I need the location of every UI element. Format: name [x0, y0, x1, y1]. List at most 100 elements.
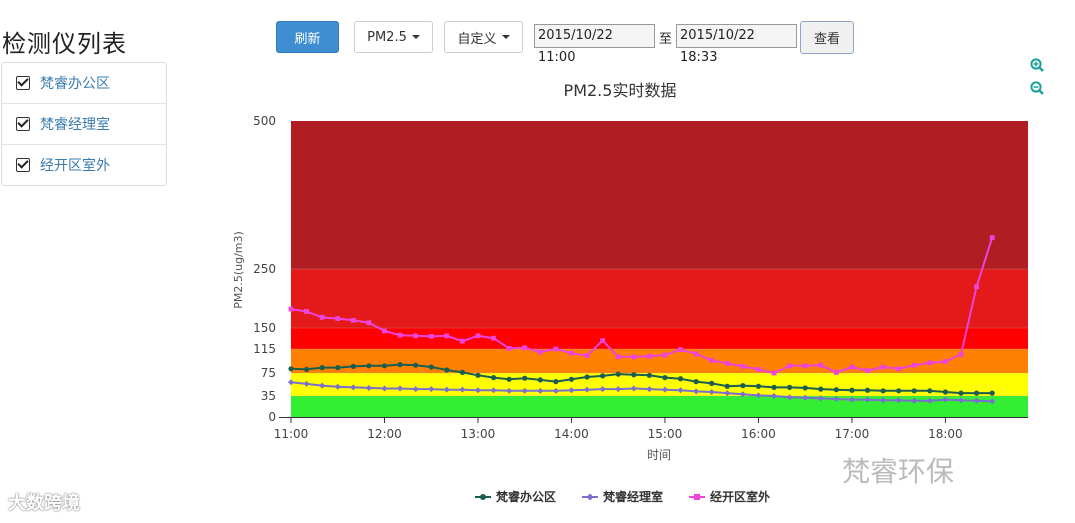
data-point[interactable] — [459, 386, 466, 393]
data-point[interactable] — [787, 363, 793, 369]
data-point[interactable] — [319, 382, 326, 389]
data-point[interactable] — [756, 367, 761, 372]
data-point[interactable] — [818, 386, 824, 392]
data-point[interactable] — [646, 353, 652, 359]
data-point[interactable] — [942, 389, 949, 395]
data-point[interactable] — [428, 364, 434, 370]
data-point[interactable] — [709, 358, 715, 363]
data-point[interactable] — [833, 387, 839, 393]
device-item-manager-room[interactable]: 梵睿经理室 — [2, 104, 166, 145]
data-point[interactable] — [802, 363, 808, 369]
data-point[interactable] — [709, 380, 715, 386]
data-point[interactable] — [475, 333, 481, 339]
data-point[interactable] — [490, 387, 497, 394]
data-point[interactable] — [335, 365, 341, 371]
data-point[interactable] — [537, 349, 543, 355]
data-point[interactable] — [319, 314, 325, 320]
data-point[interactable] — [677, 376, 684, 382]
data-point[interactable] — [600, 338, 606, 343]
data-point[interactable] — [397, 362, 403, 368]
data-point[interactable] — [973, 390, 980, 396]
data-point[interactable] — [474, 387, 481, 394]
data-point[interactable] — [600, 373, 606, 379]
checkbox-checked-icon[interactable] — [16, 76, 30, 90]
data-point[interactable] — [864, 396, 871, 403]
data-point[interactable] — [553, 346, 559, 352]
data-point[interactable] — [755, 392, 762, 399]
data-point[interactable] — [350, 363, 356, 369]
data-point[interactable] — [443, 386, 450, 393]
data-point[interactable] — [989, 235, 995, 241]
data-point[interactable] — [771, 393, 778, 399]
data-point[interactable] — [350, 384, 357, 391]
data-point[interactable] — [740, 383, 746, 389]
zoom-out-icon[interactable] — [1030, 81, 1044, 95]
checkbox-checked-icon[interactable] — [16, 158, 30, 172]
data-point[interactable] — [646, 372, 652, 378]
data-point[interactable] — [459, 369, 465, 375]
data-point[interactable] — [366, 320, 372, 326]
data-point[interactable] — [506, 376, 512, 382]
data-point[interactable] — [646, 386, 653, 393]
zoom-in-icon[interactable] — [1030, 58, 1044, 72]
data-point[interactable] — [631, 354, 637, 360]
data-point[interactable] — [413, 362, 419, 368]
data-point[interactable] — [537, 387, 544, 394]
data-point[interactable] — [615, 386, 622, 393]
data-point[interactable] — [724, 361, 730, 366]
data-point[interactable] — [896, 366, 902, 372]
data-point[interactable] — [491, 335, 496, 341]
end-date-input[interactable]: 2015/10/22 18:33 — [676, 24, 797, 65]
data-point[interactable] — [568, 387, 575, 394]
data-point[interactable] — [927, 388, 933, 394]
data-point[interactable] — [569, 350, 574, 356]
data-point[interactable] — [522, 345, 528, 351]
data-point[interactable] — [880, 364, 886, 370]
data-point[interactable] — [958, 397, 964, 404]
data-point[interactable] — [849, 364, 855, 370]
data-point[interactable] — [849, 387, 855, 393]
checkbox-checked-icon[interactable] — [16, 117, 30, 131]
data-point[interactable] — [739, 391, 746, 398]
data-point[interactable] — [382, 328, 387, 334]
data-point[interactable] — [755, 383, 762, 389]
data-point[interactable] — [911, 362, 917, 368]
data-point[interactable] — [943, 359, 948, 364]
data-point[interactable] — [350, 317, 356, 323]
data-point[interactable] — [958, 390, 964, 396]
data-point[interactable] — [865, 368, 870, 373]
data-point[interactable] — [817, 395, 824, 402]
data-point[interactable] — [365, 384, 372, 391]
data-point[interactable] — [864, 387, 871, 393]
data-point[interactable] — [926, 397, 933, 404]
data-point[interactable] — [615, 371, 621, 377]
data-point[interactable] — [942, 396, 949, 403]
data-point[interactable] — [973, 397, 980, 404]
data-point[interactable] — [506, 346, 512, 351]
data-point[interactable] — [818, 362, 824, 368]
start-date-input[interactable]: 2015/10/22 11:00 — [534, 24, 655, 65]
data-point[interactable] — [693, 351, 699, 357]
data-point[interactable] — [661, 386, 668, 393]
data-point[interactable] — [521, 387, 528, 394]
data-point[interactable] — [568, 376, 575, 382]
data-point[interactable] — [786, 394, 793, 401]
view-button[interactable]: 查看 — [800, 21, 854, 54]
device-item-office[interactable]: 梵睿办公区 — [2, 63, 166, 104]
data-point[interactable] — [911, 397, 918, 404]
data-point[interactable] — [989, 398, 996, 405]
refresh-button[interactable]: 刷新 — [276, 21, 339, 53]
data-point[interactable] — [444, 333, 450, 339]
data-point[interactable] — [833, 396, 840, 402]
data-point[interactable] — [631, 372, 637, 378]
data-point[interactable] — [802, 394, 809, 401]
data-point[interactable] — [833, 370, 839, 375]
data-point[interactable] — [989, 390, 995, 396]
data-point[interactable] — [677, 387, 684, 394]
data-point[interactable] — [927, 360, 933, 366]
data-point[interactable] — [303, 366, 310, 372]
data-point[interactable] — [335, 316, 341, 321]
data-point[interactable] — [911, 388, 917, 394]
data-point[interactable] — [584, 353, 590, 358]
data-point[interactable] — [288, 366, 294, 372]
